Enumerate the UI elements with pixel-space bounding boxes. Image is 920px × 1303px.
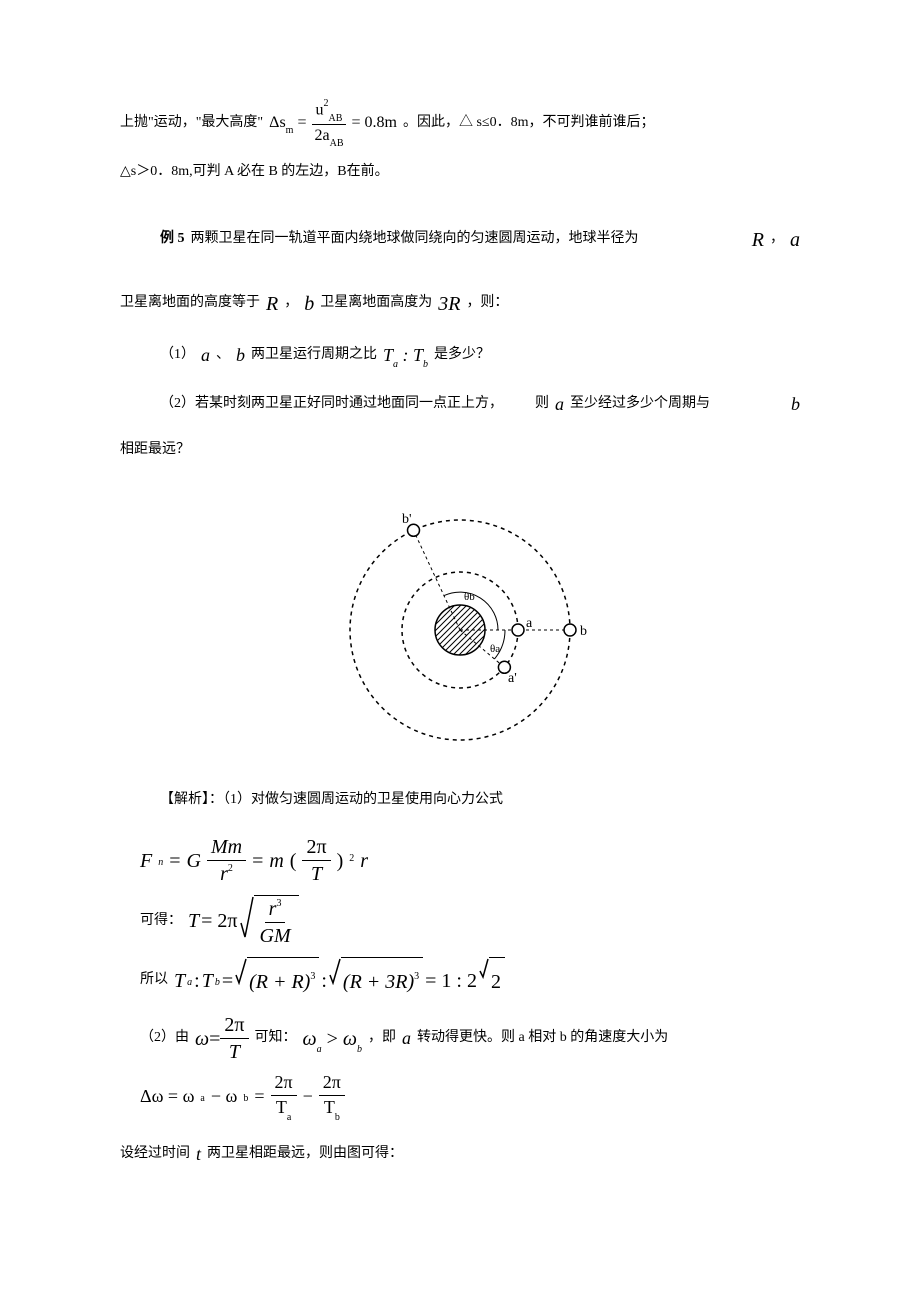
eq-omega: （2）由 ω = 2π T 可知： ωa > ωb ，即 a 转动得更快。则 a… [140,1014,800,1063]
question-2: （2）若某时刻两卫星正好同时通过地面同一点正上方， 则 a 至少经过多少个周期与… [120,385,800,425]
equations-block: Fn = G Mm r2 = m ( 2π T )2 r 可得： T = 2π … [140,836,800,1120]
example-5-q: 例 5 两颗卫星在同一轨道平面内绕地球做同绕向的匀速圆周运动，地球半径为 R ，… [120,218,800,262]
label-theta-a: θa [490,643,500,655]
p1-text1: 上抛"运动，"最大高度" [120,108,263,139]
sym-a: a [790,218,800,262]
para-2: △s＞0．8m,可判 A 必在 B 的左边，B在前。 [120,157,800,188]
label-theta-b: θb [464,591,475,603]
para-1: 上抛"运动，"最大高度" Δsm = u2AB 2aAB = 0.8m 。因此，… [120,100,800,147]
sym-R: R [752,218,764,262]
question-1: （1） a 、 b 两卫星运行周期之比 Ta : Tb 是多少？ [120,336,800,376]
label-a: a [526,616,533,631]
label-b: b [580,624,587,639]
eq-delta-omega: Δω = ωa − ωb = 2π Ta − 2π Tb [140,1073,800,1120]
eq-period: 可得： T = 2π r3 GM [140,895,800,947]
question-2b: 相距最远？ [120,435,800,466]
analysis-header: 【解析】：（1）对做匀速圆周运动的卫星使用向心力公式 [120,785,800,816]
node-b [564,624,576,636]
ex5-label: 例 5 [160,224,185,255]
orbit-svg: b' b a a' θb θa [310,495,610,755]
p1-text2: 。因此，△ s≤0．8m，不可判谁前谁后； [403,108,655,139]
node-a [512,624,524,636]
para-last: 设经过时间 t 两卫星相距最远，则由图可得： [120,1135,800,1175]
orbit-diagram: b' b a a' θb θa [120,495,800,755]
para-4: 卫星离地面的高度等于 R ， b 卫星离地面高度为 3R ，则： [120,282,800,326]
label-bprime: b' [402,512,412,527]
eq-centripetal: Fn = G Mm r2 = m ( 2π T )2 r [140,836,800,885]
eq-ratio: 所以 Ta : Tb = (R + R)3 : (R + 3R)3 = 1 : … [140,957,800,1004]
label-aprime: a' [508,671,517,686]
eq-delta-sm: Δsm = u2AB 2aAB = 0.8m [269,100,397,147]
